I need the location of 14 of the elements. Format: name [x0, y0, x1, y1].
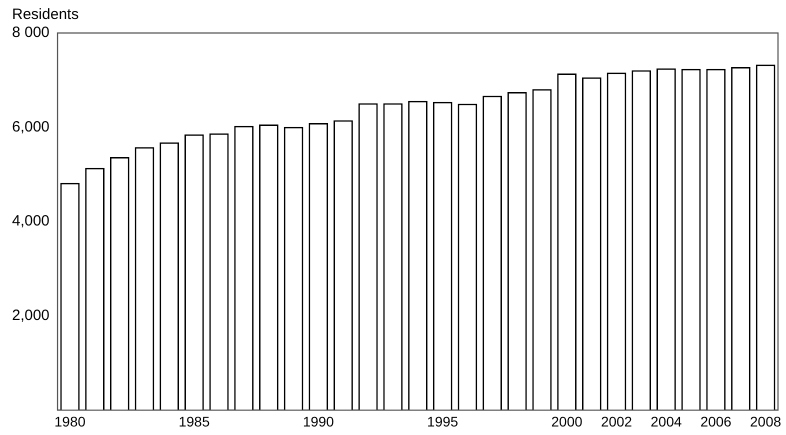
x-tick-label: 1980	[54, 413, 86, 430]
y-tick-label: 8 000	[12, 24, 50, 42]
y-tick-label: 6,000	[12, 118, 50, 136]
x-tick-label: 1985	[178, 413, 210, 430]
x-tick-label: 1995	[427, 413, 458, 430]
x-tick-label: 2008	[750, 413, 782, 430]
x-tick-label: 1990	[302, 413, 334, 430]
x-tick-label: 2006	[700, 413, 732, 430]
x-tick-label: 2004	[650, 413, 682, 430]
y-tick-label: 4,000	[12, 212, 50, 230]
y-tick-label: 2,000	[12, 307, 50, 324]
x-tick-label: 2000	[551, 413, 583, 430]
y-axis-title: Residents	[12, 6, 79, 23]
x-tick-label: 2002	[600, 413, 632, 430]
